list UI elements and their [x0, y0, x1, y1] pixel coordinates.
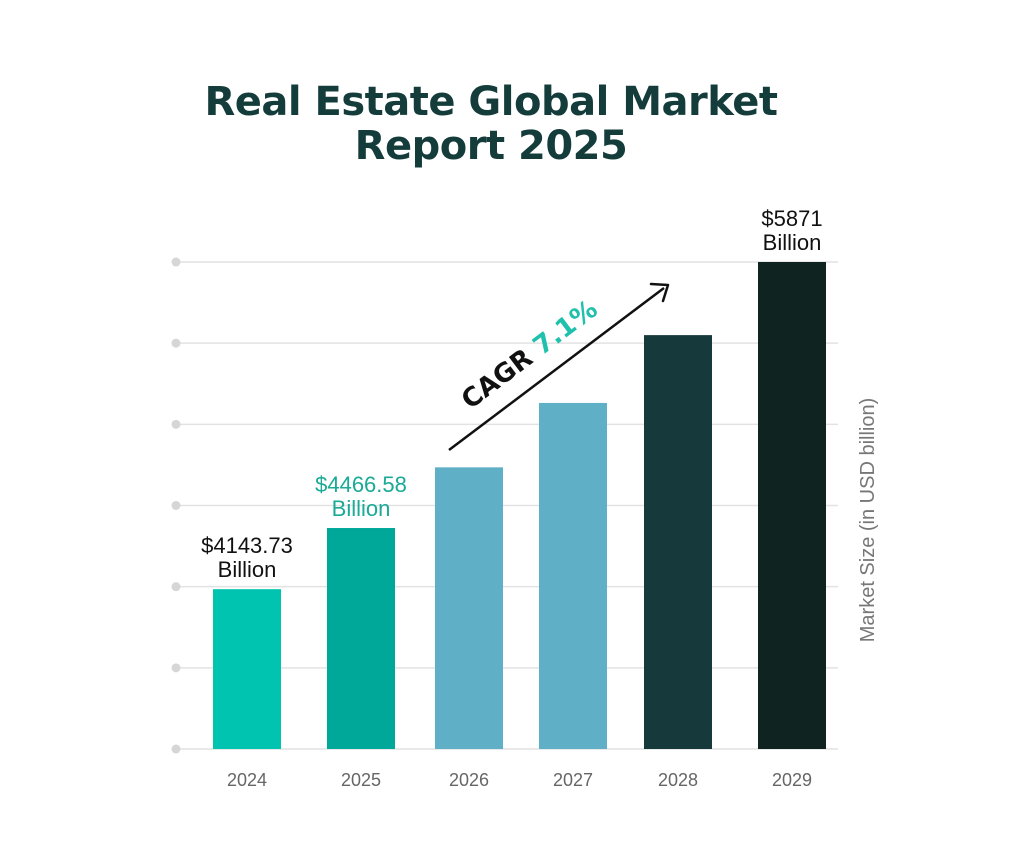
cagr-arrow-head: [649, 282, 670, 303]
bar-2027: [539, 402, 607, 749]
bar-2028: [644, 335, 712, 749]
chart-title-line-2: Report 2025: [354, 123, 628, 169]
gridline-dot: [171, 744, 181, 754]
bar-2026: [435, 467, 503, 749]
cagr-label: CAGR: [456, 338, 546, 416]
chart-title: Real Estate Global Market Report 2025: [0, 80, 982, 168]
gridline-dot: [171, 338, 181, 348]
data-label-value: $4466.58: [315, 472, 407, 497]
gridline-dot: [171, 582, 181, 592]
gridline-dot: [171, 663, 181, 673]
gridline-dot: [171, 501, 181, 510]
bar-2029: [758, 262, 826, 749]
chart-title-line-1: Real Estate Global Market: [204, 79, 778, 125]
x-tick-label: 2024: [227, 770, 267, 790]
bar-2024: [213, 589, 281, 749]
x-tick-label: 2028: [658, 770, 698, 790]
data-label-value: $4143.73: [201, 533, 293, 558]
data-label-value: $5871: [761, 206, 822, 231]
cagr-annotation: CAGR 7.1%: [456, 294, 603, 415]
cagr-arrow-line: [448, 287, 665, 451]
x-tick-label: 2025: [341, 770, 381, 790]
bar-2025: [327, 528, 395, 749]
data-label-unit: Billion: [332, 496, 391, 521]
x-tick-label: 2029: [772, 770, 812, 790]
x-tick-label: 2026: [449, 770, 489, 790]
y-axis-label: Market Size (in USD billion): [857, 398, 879, 643]
data-label-unit: Billion: [218, 557, 277, 582]
gridline-dot: [171, 419, 181, 429]
data-label-unit: Billion: [763, 230, 822, 255]
x-tick-label: 2027: [553, 770, 593, 790]
cagr-value: 7.1%: [528, 294, 604, 361]
gridline-dot: [171, 257, 181, 267]
